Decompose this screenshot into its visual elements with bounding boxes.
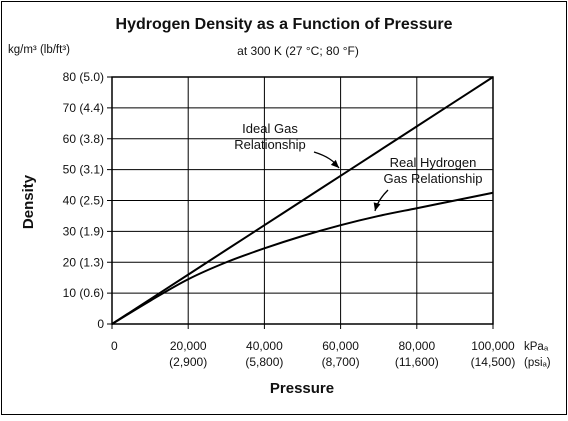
x-tick-sublabel: (11,600): [395, 355, 439, 369]
x-tick-sublabel: (5,800): [245, 355, 283, 369]
x-tick-label: 0: [111, 339, 118, 353]
series-layer: [111, 76, 494, 325]
y-tick-label: 30 (1.9): [63, 224, 104, 238]
real-hydrogen-annotation-line: Gas Relationship: [384, 171, 483, 186]
real-hydrogen-annotation-arrowhead: [373, 202, 381, 211]
ideal-gas-line: [111, 76, 494, 325]
y-tick-label: 70 (4.4): [63, 101, 104, 115]
chart-title: Hydrogen Density as a Function of Pressu…: [116, 16, 453, 33]
x-tick-label: 80,000: [398, 339, 435, 353]
x-tick-sublabel: (8,700): [322, 355, 360, 369]
ideal-gas-annotation-line: Ideal Gas: [242, 121, 298, 136]
x-tick-sublabel: (2,900): [169, 355, 207, 369]
x-tick-label: 40,000: [246, 339, 283, 353]
y-tick-label: 60 (3.8): [63, 132, 104, 146]
y-tick-label: 40 (2.5): [63, 194, 104, 208]
ideal-gas-annotation-line: Relationship: [234, 137, 306, 152]
y-tick-label: 80 (5.0): [63, 70, 104, 84]
plot-frame: [111, 76, 494, 325]
x-unit-label-kpa: kPaₐ: [524, 341, 549, 353]
real-hydrogen-curve: [111, 191, 494, 325]
x-tick-label: 20,000: [170, 339, 207, 353]
y-tick-label: 0: [97, 317, 104, 331]
y-axis-label: Density: [20, 174, 37, 229]
chart-subtitle: at 300 K (27 °C; 80 °F): [237, 44, 359, 58]
y-tick-label: 20 (1.3): [63, 255, 104, 269]
x-tick-label: 100,000: [471, 339, 515, 353]
y-tick-label: 10 (0.6): [63, 286, 104, 300]
x-axis-label: Pressure: [270, 380, 334, 397]
grid: [107, 76, 494, 329]
x-unit-label-psi: (psiₐ): [524, 357, 551, 369]
x-tick-sublabel: (14,500): [471, 355, 516, 369]
ideal-gas-annotation-arrowhead: [330, 159, 339, 168]
x-tick-label: 60,000: [322, 339, 359, 353]
y-unit-label: kg/m³ (lb/ft³): [8, 44, 70, 56]
tick-labels: 0 10 (0.6) 20 (1.3) 30 (1.9) 40 (2.5) 50 (3.1…: [63, 70, 516, 369]
y-tick-label: 50 (3.1): [63, 163, 104, 177]
real-hydrogen-annotation-line: Real Hydrogen: [390, 155, 477, 170]
figure-border: [1, 1, 567, 415]
